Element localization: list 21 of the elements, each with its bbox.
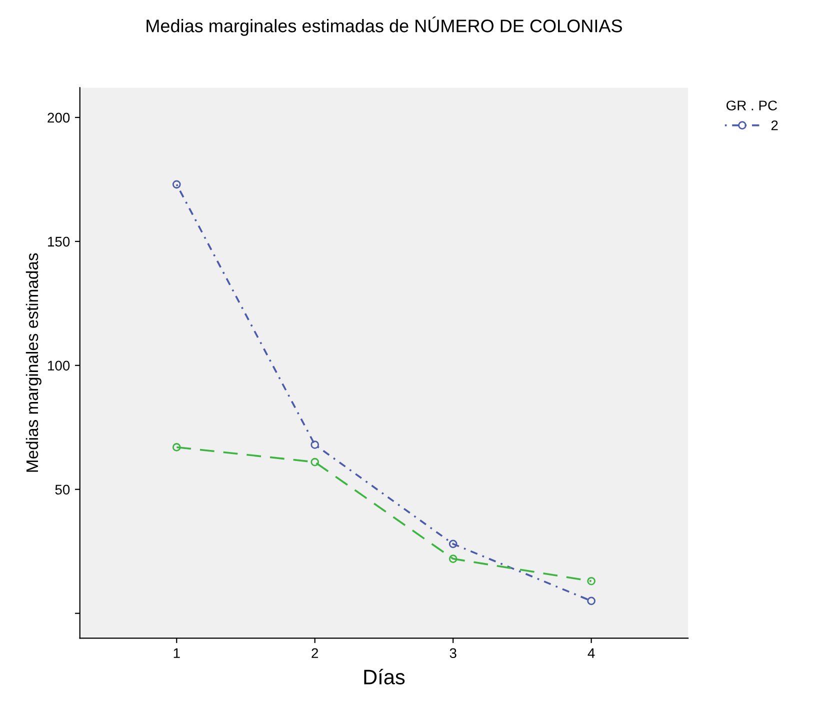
legend-label: 2 (771, 120, 778, 130)
point (172, 180, 181, 189)
point (587, 596, 596, 606)
x-tick-label: 3 (450, 648, 456, 658)
y-tick-label: 50 (55, 484, 70, 495)
x-tick-label: 2 (312, 648, 318, 658)
x-tick-label: 4 (588, 648, 595, 658)
y-tick-label: 150 (48, 236, 70, 247)
point (448, 540, 458, 548)
legend-title: GR . PC (726, 100, 777, 110)
point (587, 576, 596, 586)
point (448, 554, 458, 563)
y-tick-label: 200 (48, 112, 70, 123)
point (310, 458, 320, 466)
point (310, 440, 320, 449)
y-axis-title: Medias marginales estimadas (26, 253, 42, 472)
x-axis-title: Días (364, 668, 405, 684)
y-tick-label: 100 (48, 360, 70, 371)
point (172, 443, 181, 452)
x-tick-label: 1 (174, 648, 180, 658)
chart-title: Medias marginales estimadas de NÚMERO DE COLONIAS (146, 16, 622, 36)
